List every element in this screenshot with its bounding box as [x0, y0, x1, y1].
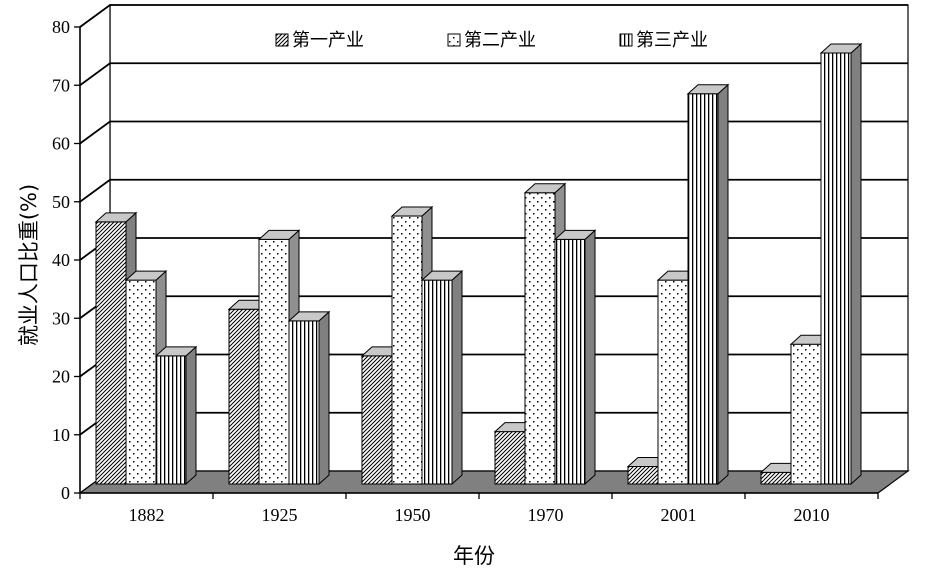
bars — [94, 42, 863, 486]
x-tick-label: 1925 — [262, 505, 298, 525]
bar-front — [494, 431, 526, 485]
bar-top — [819, 43, 863, 54]
bar-front — [760, 471, 792, 485]
bar-side — [185, 345, 197, 486]
bar-top — [124, 270, 168, 281]
bar-front — [125, 279, 157, 485]
gridline — [79, 178, 908, 203]
bar-side — [584, 229, 596, 486]
bar-front — [627, 466, 659, 485]
y-tick-label: 50 — [52, 192, 70, 212]
bar-vertical-stripes — [154, 345, 198, 486]
y-tick-label: 20 — [52, 367, 70, 387]
x-tick-label: 1950 — [395, 505, 431, 525]
y-tick-label: 70 — [52, 75, 70, 95]
x-tick-label: 2010 — [794, 505, 830, 525]
legend-swatch — [619, 33, 633, 47]
bar-front — [524, 192, 556, 485]
bar-front — [421, 279, 453, 485]
gridline — [79, 62, 908, 86]
bar-front — [95, 221, 127, 485]
bar-side — [717, 83, 729, 486]
legend: 第一产业 第二产业 第三产业 — [275, 30, 708, 51]
bar-front — [361, 355, 393, 485]
legend-swatch — [275, 33, 289, 47]
y-axis-title: 就业人口比重(%) — [17, 184, 41, 346]
bar-side — [451, 270, 463, 486]
bar-vertical-stripes — [287, 310, 331, 486]
bar-top — [287, 311, 331, 322]
bar-front — [391, 215, 423, 485]
bar-front — [288, 320, 320, 485]
bar-vertical-stripes — [553, 229, 597, 486]
bar-top — [686, 84, 730, 95]
bar-vertical-stripes — [420, 270, 464, 486]
bar-top — [154, 346, 198, 357]
bar-front — [228, 308, 260, 485]
bar-front — [687, 93, 719, 485]
bar-front — [258, 238, 290, 485]
legend-label: 第二产业 — [464, 30, 536, 51]
bar-front — [155, 355, 187, 485]
bar-top — [420, 270, 464, 281]
x-axis-title: 年份 — [453, 544, 495, 568]
y-tick-label: 60 — [52, 134, 70, 154]
axes: 0 10 20 30 40 50 60 70 80 1882 1925 1950 1970 2001 201… — [52, 17, 879, 525]
legend-swatch — [447, 33, 461, 47]
x-tick-label: 1882 — [129, 505, 165, 525]
bar-front — [790, 343, 822, 485]
legend-label: 第一产业 — [292, 30, 364, 51]
plot-walls — [79, 3, 909, 495]
bar-front — [820, 52, 852, 485]
bar-top — [257, 229, 301, 240]
y-tick-label: 10 — [52, 425, 70, 445]
bar-dots — [124, 270, 168, 486]
x-tick-label: 1970 — [528, 505, 564, 525]
bar-side — [318, 310, 330, 486]
y-tick-label: 0 — [61, 483, 70, 503]
bar-top — [523, 183, 567, 194]
bar-front — [554, 238, 586, 485]
legend-label: 第三产业 — [636, 30, 708, 51]
y-tick-label: 30 — [52, 308, 70, 328]
y-tick-label: 40 — [52, 250, 70, 270]
gridline — [79, 4, 908, 28]
bar-front — [657, 279, 689, 485]
y-tick-label: 80 — [52, 17, 70, 37]
bar-top — [390, 206, 434, 217]
bar-vertical-stripes — [819, 42, 863, 486]
bar-side — [850, 42, 862, 486]
bar-top — [553, 229, 597, 240]
gridline — [79, 120, 908, 145]
bar-top — [94, 212, 138, 223]
bar-vertical-stripes — [686, 83, 730, 486]
x-tick-label: 2001 — [661, 505, 697, 525]
